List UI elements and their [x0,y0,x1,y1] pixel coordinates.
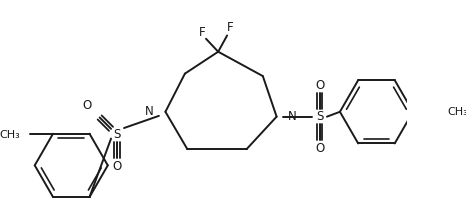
Text: O: O [112,160,121,173]
Text: N: N [145,105,154,118]
Text: S: S [113,128,120,141]
Text: O: O [83,99,92,112]
Text: CH₃: CH₃ [0,130,21,140]
Text: O: O [315,142,324,155]
Text: N: N [288,110,297,123]
Text: O: O [315,79,324,92]
Text: F: F [227,21,233,34]
Text: S: S [316,110,323,123]
Text: F: F [199,26,205,39]
Text: CH₃: CH₃ [447,107,466,117]
